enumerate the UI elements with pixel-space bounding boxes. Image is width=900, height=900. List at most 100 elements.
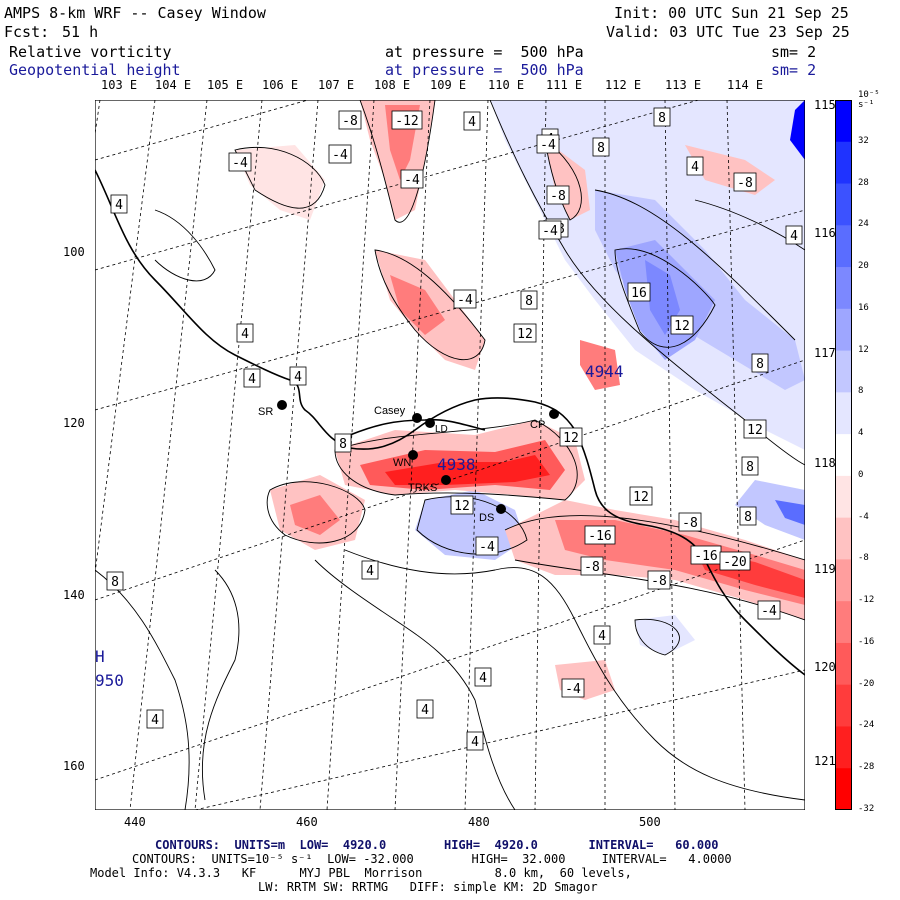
svg-text:-4: -4 bbox=[479, 540, 495, 555]
contour-label: -4 bbox=[228, 152, 252, 172]
svg-text:12: 12 bbox=[674, 319, 690, 334]
svg-text:8: 8 bbox=[744, 510, 752, 525]
colorbar-swatch bbox=[835, 475, 852, 519]
shade-positive-band-core bbox=[775, 500, 805, 525]
svg-text:-8: -8 bbox=[651, 574, 667, 589]
shade-negative-ridge-core bbox=[385, 455, 550, 485]
svg-text:8: 8 bbox=[525, 294, 533, 309]
station-marker-cp[interactable] bbox=[549, 409, 559, 419]
svg-text:-16: -16 bbox=[588, 529, 611, 544]
contour-label: 8 bbox=[520, 290, 538, 310]
shade-negative-ne bbox=[545, 140, 590, 220]
contour-label: 8 bbox=[741, 456, 759, 476]
colorbar-tick-label: 32 bbox=[858, 135, 869, 146]
colorbar-swatch bbox=[835, 141, 852, 185]
colorbar-swatch bbox=[835, 517, 852, 560]
colorbar-tick-label: 24 bbox=[858, 219, 869, 230]
svg-text:12: 12 bbox=[747, 423, 763, 438]
svg-text:12: 12 bbox=[633, 490, 649, 505]
station-marker-wn[interactable] bbox=[408, 450, 418, 460]
contour-label: 4 bbox=[236, 323, 254, 343]
svg-text:8: 8 bbox=[339, 437, 347, 452]
station-marker-ld[interactable] bbox=[425, 418, 435, 428]
colorbar bbox=[835, 100, 852, 810]
svg-text:-8: -8 bbox=[550, 189, 566, 204]
colorbar-tick-label: 4 bbox=[858, 428, 864, 439]
contour-label: -8 bbox=[733, 172, 757, 192]
svg-text:4: 4 bbox=[151, 713, 159, 728]
contour-label: 4 bbox=[243, 368, 261, 388]
svg-text:4: 4 bbox=[691, 160, 699, 175]
station-marker-casey[interactable] bbox=[412, 413, 422, 423]
station-label-ld: LD bbox=[435, 424, 448, 435]
svg-text:4: 4 bbox=[479, 671, 487, 686]
colorbar-tick-label: 16 bbox=[858, 302, 869, 313]
station-label-trks: TRKS bbox=[408, 482, 437, 494]
colorbar-swatch bbox=[835, 768, 852, 810]
station-label-casey: Casey bbox=[374, 405, 406, 417]
svg-text:12: 12 bbox=[517, 327, 533, 342]
colorbar-swatch bbox=[835, 183, 852, 226]
colorbar-swatch bbox=[835, 267, 852, 310]
lon-label: 107 E bbox=[318, 78, 355, 92]
svg-text:-4: -4 bbox=[761, 604, 777, 619]
svg-text:-20: -20 bbox=[723, 555, 746, 570]
svg-text:16: 16 bbox=[631, 286, 647, 301]
field2-name: Geopotential height bbox=[9, 61, 181, 79]
contour-label: 4 bbox=[416, 699, 434, 719]
field2-smoothing: sm= 2 bbox=[771, 61, 817, 79]
vorticity-contours bbox=[95, 100, 805, 810]
lon-label: 105 E bbox=[207, 78, 244, 92]
colorbar-swatch bbox=[835, 308, 852, 352]
colorbar-tick-label: -4 bbox=[858, 511, 869, 522]
shade-negative-sw-core bbox=[290, 495, 340, 535]
contour-label: 4 bbox=[593, 625, 611, 645]
contour-label: 4 bbox=[474, 667, 492, 687]
colorbar-swatch bbox=[835, 642, 852, 686]
colorbar-tick-label: -8 bbox=[858, 553, 869, 564]
contour-label: 12 bbox=[670, 315, 694, 335]
forecast-label: Fcst: bbox=[4, 23, 50, 41]
station-marker-sr[interactable] bbox=[277, 400, 287, 410]
contour-label: 4 bbox=[463, 111, 481, 131]
shade-positive-band bbox=[735, 480, 805, 540]
contour-label: 16 bbox=[627, 282, 651, 302]
contour-label: 8 bbox=[592, 137, 610, 157]
height-label-4938: 4938 bbox=[437, 455, 476, 474]
lon-label: 108 E bbox=[374, 78, 411, 92]
lon-label: 112 E bbox=[605, 78, 642, 92]
lon-label: 110 E bbox=[488, 78, 525, 92]
station-marker-ds[interactable] bbox=[496, 504, 506, 514]
contour-label: 8 bbox=[334, 433, 352, 453]
svg-text:12: 12 bbox=[563, 431, 579, 446]
svg-text:8: 8 bbox=[658, 111, 666, 126]
station-label-ds: DS bbox=[479, 512, 494, 524]
colorbar-tick-label: 28 bbox=[858, 177, 869, 188]
colorbar-swatch bbox=[835, 225, 852, 268]
shade-positive-small bbox=[635, 615, 695, 655]
contour-label: -4 bbox=[538, 220, 562, 240]
colorbar-swatch bbox=[835, 726, 852, 769]
svg-text:4: 4 bbox=[248, 372, 256, 387]
shade-negative-west bbox=[235, 145, 325, 220]
contour-label: -12 bbox=[391, 110, 423, 130]
colorbar-tick-label: -24 bbox=[858, 720, 875, 731]
station-label-sr: SR bbox=[258, 406, 273, 418]
contour-label: 4 bbox=[466, 731, 484, 751]
colorbar-tick-label: -20 bbox=[858, 678, 875, 689]
y-tick: 140 bbox=[63, 588, 85, 602]
field1-level: at pressure = 500 hPa bbox=[385, 43, 584, 61]
colorbar-swatch bbox=[835, 434, 852, 477]
contour-label: -20 bbox=[719, 551, 751, 571]
svg-text:-4: -4 bbox=[332, 148, 348, 163]
contour-label: 12 bbox=[559, 427, 583, 447]
contour-label: 4 bbox=[361, 560, 379, 580]
colorbar-swatch bbox=[835, 100, 852, 143]
colorbar-tick-label: -32 bbox=[858, 804, 875, 814]
footer-vorticity-contours: CONTOURS: UNITS=10⁻⁵ s⁻¹ LOW= -32.000 HI… bbox=[132, 852, 732, 866]
station-marker-trks[interactable] bbox=[441, 475, 451, 485]
svg-text:12: 12 bbox=[454, 499, 470, 514]
svg-text:-12: -12 bbox=[395, 114, 418, 129]
svg-text:4: 4 bbox=[115, 198, 123, 213]
svg-text:4: 4 bbox=[241, 327, 249, 342]
